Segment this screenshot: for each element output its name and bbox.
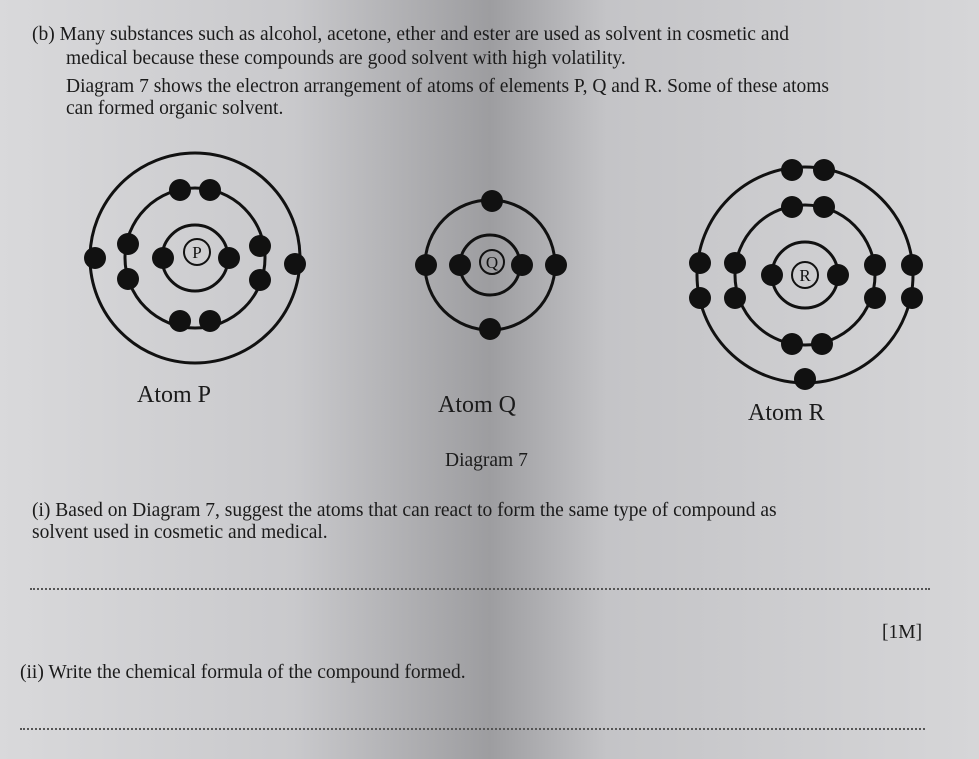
intro-line: Diagram 7 shows the electron arrangement… <box>66 76 830 97</box>
answer-line <box>20 728 925 730</box>
intro-line: can formed organic solvent. <box>66 98 284 119</box>
atom-label: Atom Q <box>438 392 516 418</box>
nucleus-symbol: Q <box>486 253 498 272</box>
atom-p <box>84 151 306 365</box>
diagram-caption: Diagram 7 <box>445 450 528 471</box>
nucleus-symbol: R <box>799 266 811 285</box>
atom-label: Atom R <box>748 400 825 426</box>
intro-line: medical because these compounds are good… <box>66 48 626 69</box>
question-line: solvent used in cosmetic and medical. <box>32 522 328 543</box>
nucleus-symbol: P <box>192 243 201 262</box>
atom-label: Atom P <box>137 382 212 408</box>
question-line: (i) Based on Diagram 7, suggest the atom… <box>32 500 777 521</box>
atom-q <box>415 190 567 340</box>
marks: [1M] <box>882 622 923 643</box>
atom-r <box>689 159 923 390</box>
question-line: (ii) Write the chemical formula of the c… <box>20 662 466 683</box>
intro-line: (b) Many substances such as alcohol, ace… <box>32 24 789 45</box>
answer-line <box>30 588 930 590</box>
